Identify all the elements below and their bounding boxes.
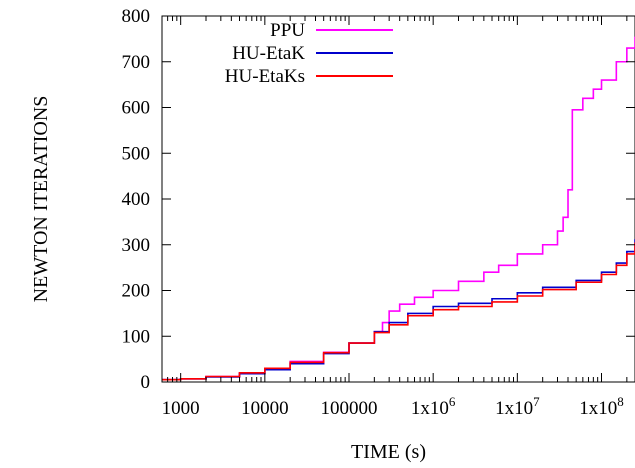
legend-label: HU-EtaK — [232, 43, 305, 64]
series-line-hu-etak — [162, 239, 635, 381]
x-tick-label: 1x108 — [579, 394, 624, 419]
y-axis-label: NEWTON ITERATIONS — [30, 96, 52, 303]
x-tick-label: 100000 — [321, 398, 378, 419]
legend-label: PPU — [270, 20, 305, 41]
y-tick-label: 500 — [122, 143, 151, 164]
y-tick-label: 200 — [122, 281, 151, 302]
series-line-hu-etaks — [162, 242, 635, 381]
x-axis-label: TIME (s) — [351, 441, 426, 463]
series-line-ppu — [162, 36, 635, 381]
x-tick-label: 1000 — [162, 398, 200, 419]
y-tick-label: 100 — [122, 326, 151, 347]
x-tick-label: 1x107 — [495, 394, 540, 419]
x-tick-label: 10000 — [241, 398, 289, 419]
x-tick-label: 1x106 — [411, 394, 456, 419]
y-tick-label: 300 — [122, 235, 151, 256]
y-tick-label: 400 — [122, 189, 151, 210]
y-tick-label: 800 — [122, 6, 151, 27]
legend-label: HU-EtaKs — [225, 66, 305, 87]
y-tick-label: 600 — [122, 98, 151, 119]
y-tick-label: 0 — [141, 372, 151, 393]
y-tick-label: 700 — [122, 52, 151, 73]
plot-area — [161, 15, 635, 383]
tick-layer: 0 100 200 300 400 500 600 700 800 1000 10000 100000… — [122, 6, 635, 419]
